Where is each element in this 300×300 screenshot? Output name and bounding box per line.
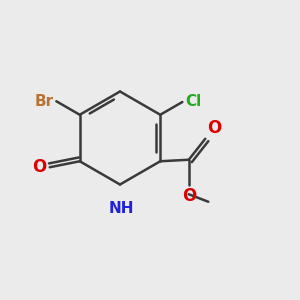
- Text: Br: Br: [34, 94, 53, 109]
- Text: O: O: [32, 158, 47, 176]
- Text: O: O: [182, 187, 196, 205]
- Text: Cl: Cl: [185, 94, 202, 110]
- Text: O: O: [207, 119, 221, 137]
- Text: NH: NH: [109, 201, 134, 216]
